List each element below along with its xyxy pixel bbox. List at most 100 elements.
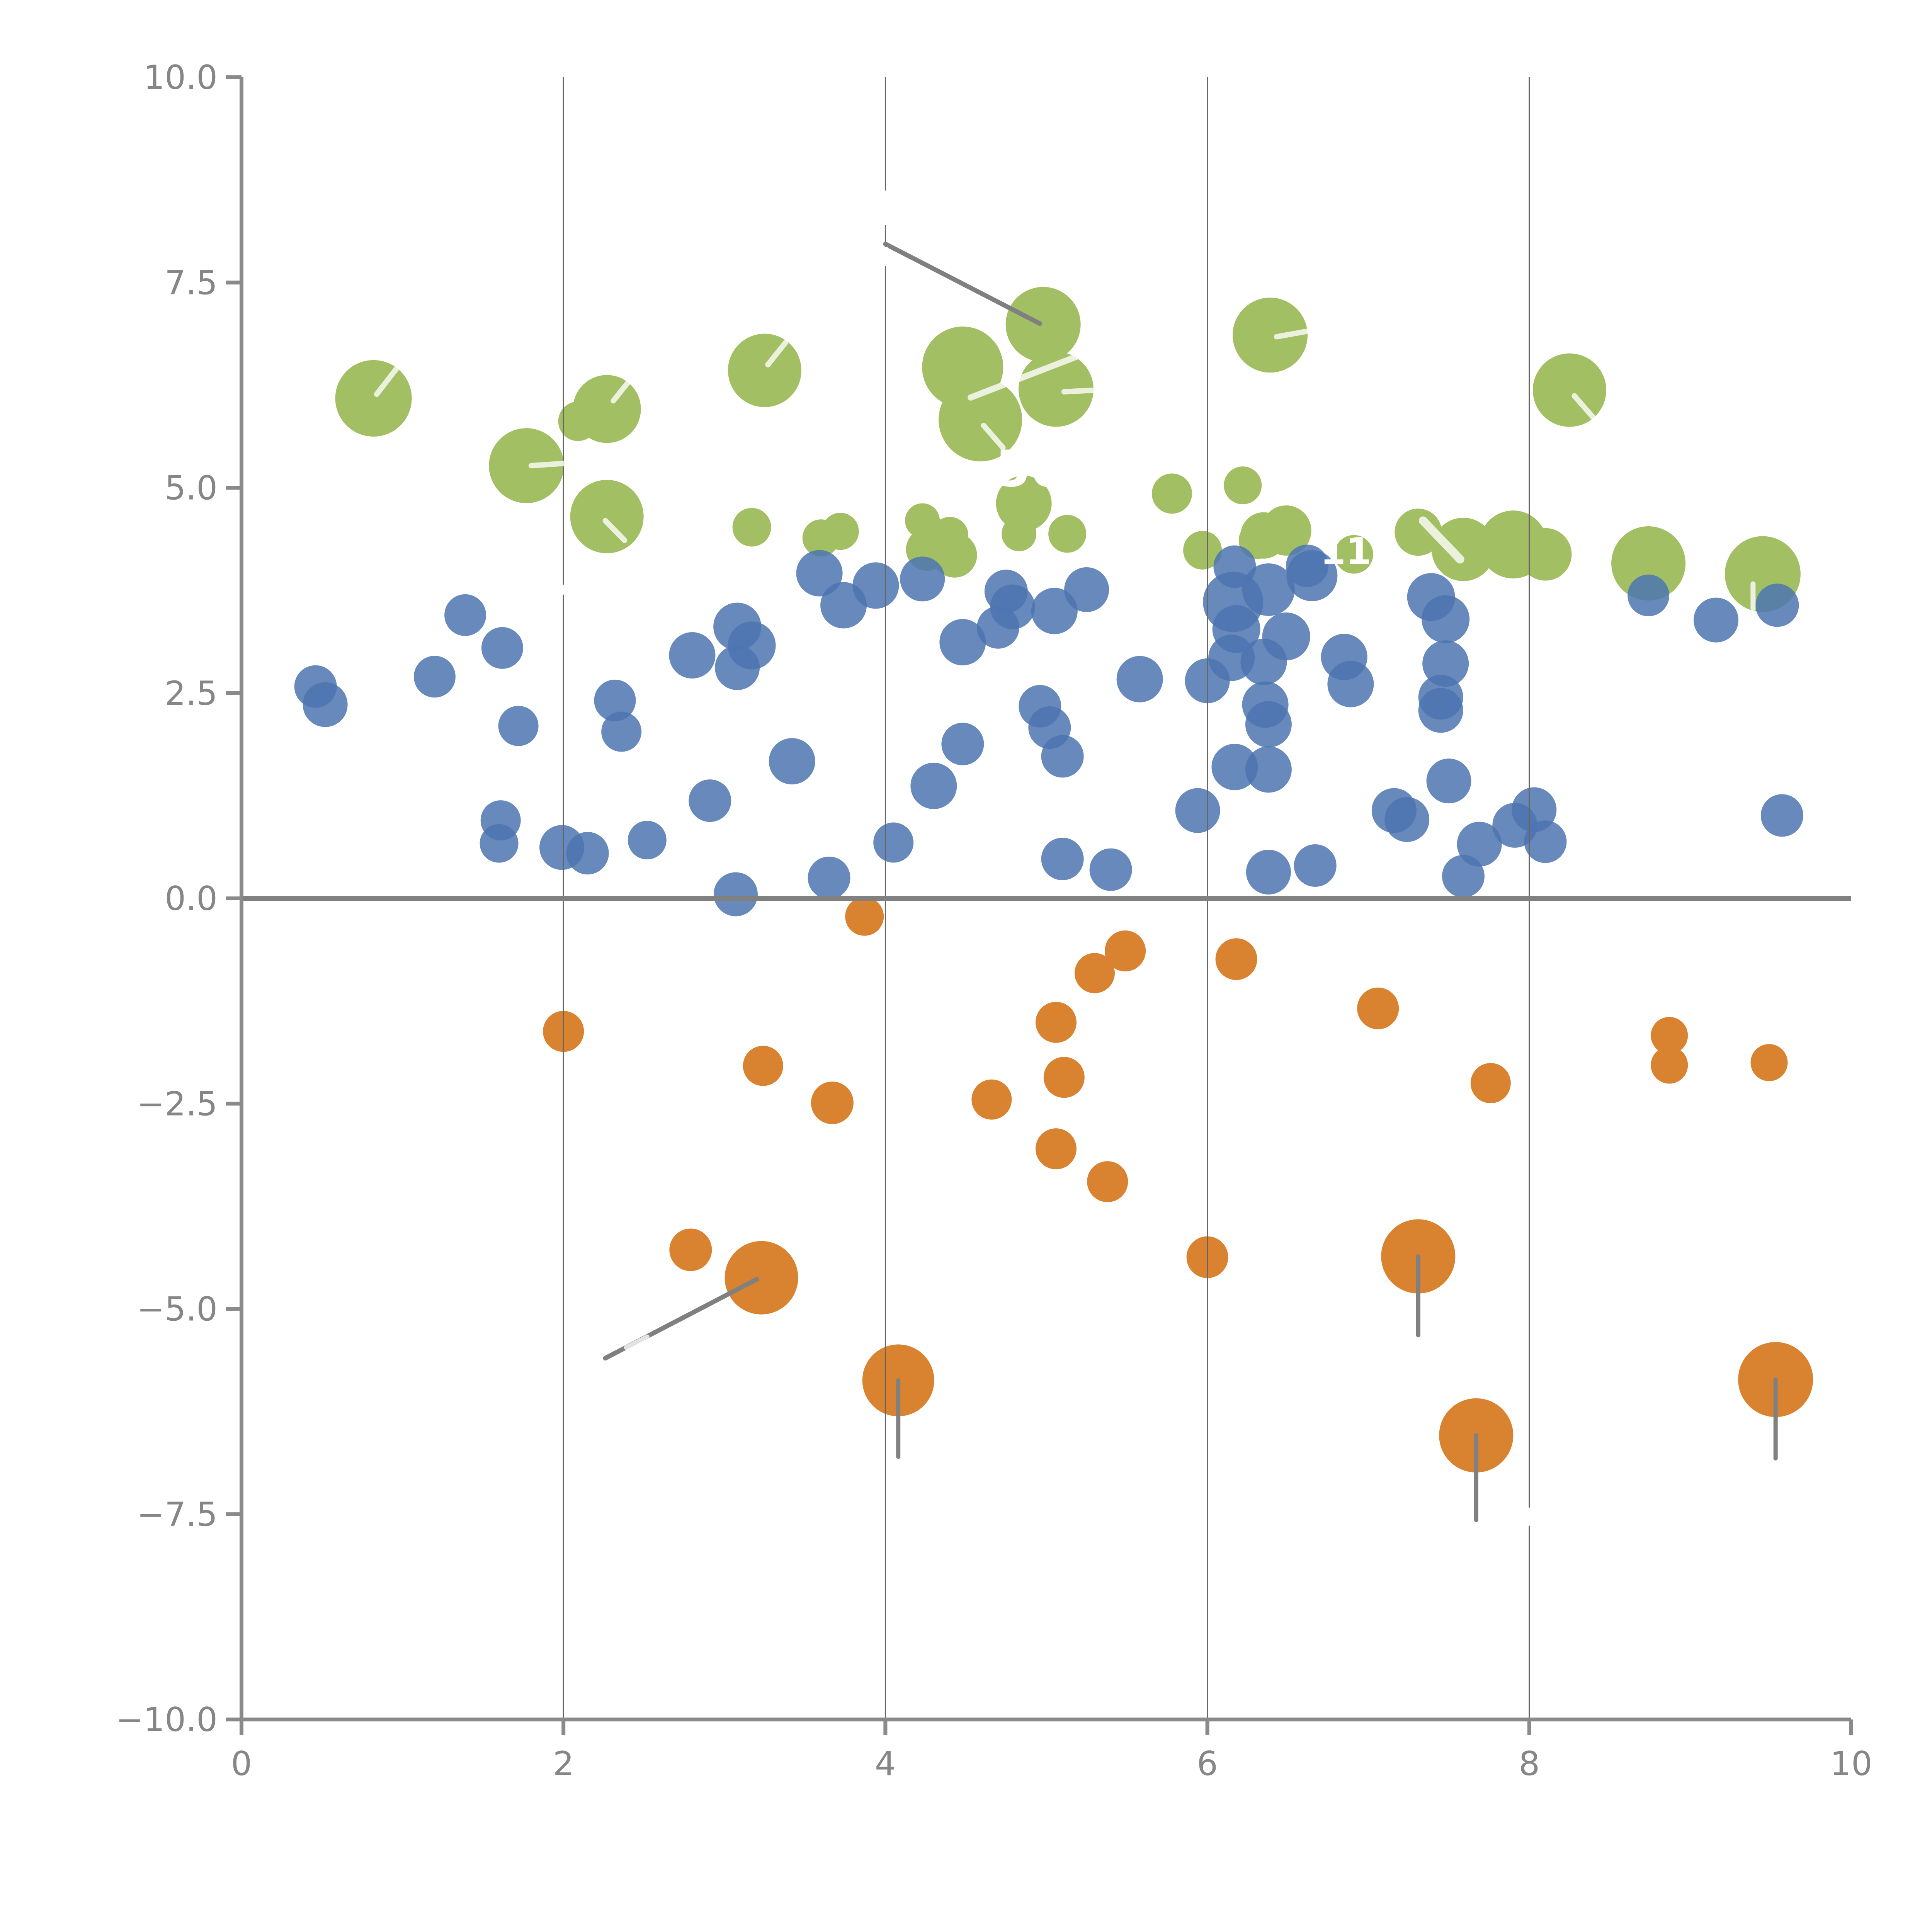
- data-point-green-bubbles: [1183, 531, 1222, 570]
- data-point-blue-dots: [1245, 746, 1292, 793]
- data-point-orange-dots: [971, 1079, 1012, 1120]
- white-glyph-artifact: 50: [995, 439, 1065, 498]
- data-point-blue-dots: [808, 856, 850, 899]
- data-point-blue-dots: [939, 619, 986, 665]
- data-point-blue-dots: [601, 711, 642, 752]
- data-point-blue-dots: [1628, 574, 1670, 616]
- data-point-orange-dots: [669, 1228, 712, 1271]
- white-slash-mark: [981, 423, 1006, 451]
- data-point-orange-dots: [1215, 938, 1257, 980]
- white-slash-mark: [1571, 393, 1597, 421]
- data-point-green-bubbles: [1151, 473, 1192, 514]
- data-point-blue-dots: [1426, 759, 1471, 804]
- x-tick-label: 8: [1519, 1745, 1540, 1783]
- data-point-blue-dots: [566, 832, 609, 875]
- data-point-green-bubbles: [1224, 466, 1262, 505]
- data-point-blue-dots: [1294, 844, 1337, 887]
- data-point-green-bubbles: [335, 360, 412, 437]
- data-point-orange-dots: [1750, 1044, 1788, 1081]
- data-point-blue-dots: [1418, 688, 1463, 733]
- data-point-blue-dots: [1384, 797, 1430, 842]
- data-point-blue-dots: [910, 762, 957, 809]
- data-point-orange-dots: [724, 1241, 798, 1315]
- data-point-blue-dots: [628, 821, 667, 860]
- data-point-blue-dots: [1755, 583, 1799, 627]
- data-point-green-bubbles: [821, 513, 859, 550]
- data-point-blue-dots: [1760, 794, 1803, 837]
- data-point-blue-dots: [1116, 656, 1163, 702]
- data-point-blue-dots: [941, 723, 984, 765]
- data-point-orange-dots: [1087, 1161, 1128, 1202]
- data-point-green-bubbles: [1334, 535, 1373, 574]
- data-point-blue-dots: [1089, 848, 1132, 891]
- data-point-blue-dots: [769, 738, 815, 785]
- data-point-blue-dots: [498, 706, 539, 746]
- y-tick-label: −7.5: [137, 1495, 218, 1534]
- white-slash-mark: [765, 340, 789, 367]
- x-tick-label: 4: [875, 1745, 896, 1783]
- data-point-blue-dots: [1242, 563, 1295, 616]
- white-slash-mark: [611, 380, 631, 404]
- y-tick-label: −5.0: [137, 1290, 218, 1329]
- data-point-green-bubbles: [1233, 298, 1308, 373]
- data-point-blue-dots: [1041, 735, 1084, 778]
- white-slash-mark: [624, 1334, 650, 1350]
- data-point-blue-dots: [1327, 661, 1374, 707]
- data-point-blue-dots: [1175, 788, 1220, 833]
- data-point-blue-dots: [669, 632, 716, 679]
- data-point-blue-dots: [1240, 639, 1287, 685]
- x-tick-label: 0: [231, 1745, 252, 1783]
- x-tick-label: 2: [553, 1745, 574, 1783]
- data-point-green-bubbles: [1240, 512, 1287, 559]
- data-point-blue-dots: [873, 822, 914, 863]
- data-point-blue-dots: [900, 556, 945, 602]
- data-point-blue-dots: [1041, 838, 1084, 880]
- data-point-orange-dots: [1105, 930, 1146, 971]
- data-point-orange-dots: [743, 1046, 783, 1086]
- data-point-orange-dots: [811, 1082, 854, 1124]
- white-slash-mark: [968, 353, 1080, 401]
- data-point-orange-dots: [1470, 1063, 1511, 1104]
- data-point-green-bubbles: [1005, 287, 1081, 362]
- data-point-blue-dots: [481, 627, 523, 669]
- data-point-blue-dots: [713, 872, 758, 917]
- data-point-blue-dots: [413, 656, 456, 698]
- data-point-orange-dots: [1651, 1046, 1688, 1084]
- data-point-green-bubbles: [931, 517, 969, 554]
- white-slash-mark: [374, 364, 401, 397]
- data-point-blue-dots: [303, 682, 348, 727]
- data-point-blue-dots: [796, 550, 843, 597]
- data-point-orange-dots: [1035, 1002, 1077, 1043]
- white-slash-mark: [602, 518, 628, 543]
- x-tick-label: 10: [1830, 1745, 1872, 1783]
- white-slash-mark: [528, 460, 570, 469]
- y-tick-label: 7.5: [165, 264, 218, 302]
- data-point-blue-dots: [689, 779, 731, 822]
- data-point-blue-dots: [594, 679, 636, 721]
- data-point-blue-dots: [1064, 567, 1109, 612]
- data-point-blue-dots: [852, 562, 899, 609]
- y-tick-label: −10.0: [116, 1701, 218, 1739]
- data-point-blue-dots: [1246, 850, 1291, 895]
- data-point-blue-dots: [1694, 597, 1739, 643]
- y-tick-label: 2.5: [165, 674, 218, 713]
- data-point-orange-dots: [1651, 1017, 1688, 1054]
- data-point-green-bubbles: [1395, 509, 1442, 556]
- data-point-orange-dots: [1074, 953, 1115, 993]
- data-point-green-bubbles: [996, 475, 1052, 531]
- data-point-orange-dots: [1357, 987, 1399, 1029]
- data-point-blue-dots: [1457, 821, 1502, 867]
- data-point-blue-dots: [1422, 640, 1469, 687]
- leader-line: [883, 242, 1043, 326]
- data-point-green-bubbles: [573, 375, 641, 443]
- data-point-blue-dots: [1286, 544, 1328, 587]
- data-point-orange-dots: [845, 897, 884, 936]
- data-point-green-bubbles: [939, 378, 1022, 462]
- data-point-green-bubbles: [1048, 515, 1087, 553]
- y-tick-label: 10.0: [144, 58, 218, 97]
- data-point-blue-dots: [1211, 744, 1258, 790]
- data-point-green-bubbles: [1611, 526, 1686, 600]
- x-tick-label: 6: [1197, 1745, 1218, 1783]
- data-point-orange-dots: [1043, 1057, 1085, 1098]
